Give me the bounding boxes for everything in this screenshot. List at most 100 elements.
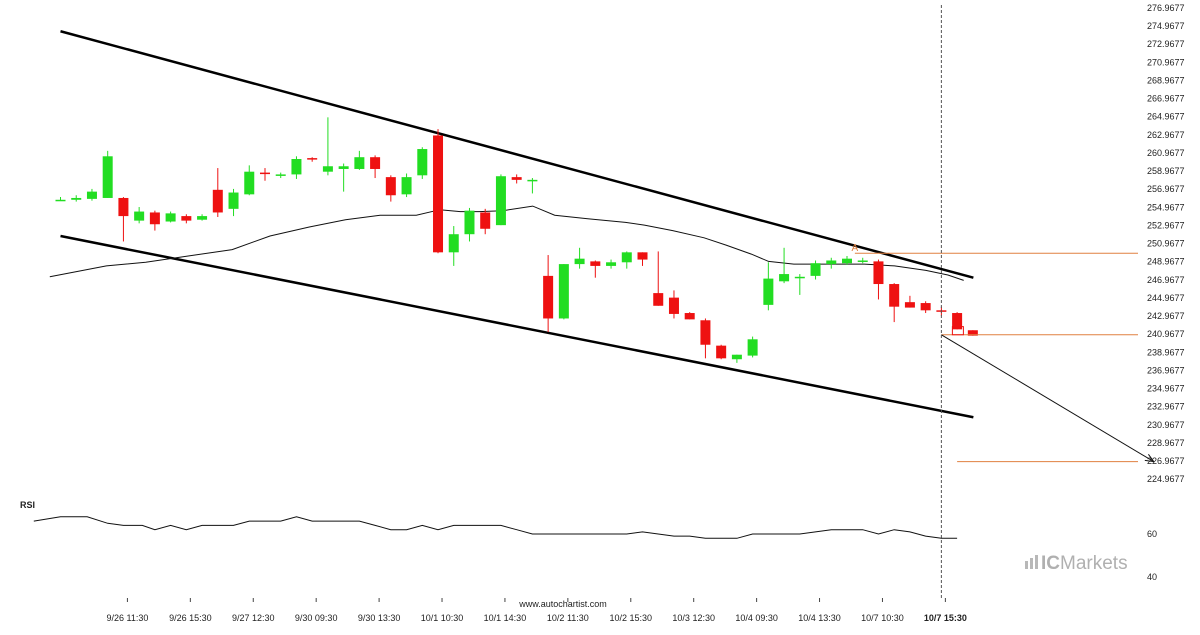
y-tick-label: 264.9677 [1147, 112, 1185, 122]
candle-up [228, 192, 239, 209]
logo-bar-3 [1035, 555, 1038, 569]
candle-up [275, 174, 286, 176]
x-tick-label: 10/3 12:30 [672, 613, 715, 623]
y-tick-label: 256.9677 [1147, 184, 1185, 194]
x-tick-label: 10/4 09:30 [735, 613, 778, 623]
y-tick-label: 266.9677 [1147, 94, 1185, 104]
forecast-box [951, 326, 964, 336]
logo-bar-1 [1025, 561, 1028, 569]
candle-down [181, 216, 192, 221]
candle-up [244, 171, 255, 195]
x-tick-label: 10/7 10:30 [861, 613, 904, 623]
y-tick-label: 272.9677 [1147, 39, 1185, 49]
candle-up [842, 258, 852, 264]
candle-up [731, 354, 742, 360]
candle-down [668, 297, 679, 314]
candle-down [952, 313, 963, 330]
y-tick-label: 244.9677 [1147, 293, 1185, 303]
rsi-tick-label: 40 [1147, 572, 1157, 582]
x-tick-label: 9/26 15:30 [169, 613, 212, 623]
candle-up [401, 177, 412, 195]
candle-down [259, 172, 270, 175]
candle-down [433, 135, 444, 253]
x-tick-label: 9/26 11:30 [106, 613, 148, 623]
x-tick-label: 9/27 12:30 [232, 613, 275, 623]
source-label: www.autochartist.com [518, 599, 607, 609]
candle-up [810, 263, 821, 276]
candle-down [511, 177, 522, 180]
rsi-panel: RSI 60 40 [20, 500, 1157, 582]
candle-down [385, 177, 396, 196]
candle-up [558, 264, 569, 319]
y-tick-label: 242.9677 [1147, 311, 1185, 321]
candle-up [574, 258, 585, 265]
candle-down [684, 313, 695, 320]
channel-upper-line [60, 30, 974, 279]
candle-up [464, 210, 475, 235]
candle-down [212, 189, 223, 213]
candle-down [149, 212, 160, 225]
y-tick-label: 260.9677 [1147, 148, 1185, 158]
candle-up [291, 159, 302, 175]
forecast-arrow [941, 334, 1154, 463]
y-tick-label: 246.9677 [1147, 275, 1185, 285]
x-tick-label: 9/30 13:30 [358, 613, 401, 623]
logo-text-suffix: Markets [1060, 553, 1128, 574]
candle-up [826, 260, 837, 265]
candle-down [653, 293, 664, 306]
y-tick-label: 234.9677 [1147, 384, 1185, 394]
candle-up [495, 176, 506, 226]
y-tick-label: 248.9677 [1147, 257, 1185, 267]
rsi-label: RSI [20, 500, 35, 510]
y-tick-label: 228.9677 [1147, 438, 1185, 448]
candle-down [370, 157, 381, 169]
x-tick-label: 10/2 11:30 [547, 613, 589, 623]
y-tick-label: 238.9677 [1147, 347, 1185, 357]
y-tick-label: 254.9677 [1147, 202, 1185, 212]
candle-up [86, 191, 97, 199]
candle-down [590, 261, 601, 266]
y-tick-label: 270.9677 [1147, 57, 1185, 67]
logo-bar-2 [1030, 558, 1033, 569]
candle-down [480, 212, 491, 229]
x-tick-label: 9/30 09:30 [295, 613, 338, 623]
forecast-arrow-head [1144, 454, 1155, 463]
candle-down [904, 302, 915, 308]
x-tick-label: 10/7 15:30 [924, 613, 967, 623]
y-tick-label: 230.9677 [1147, 420, 1185, 430]
rsi-line [33, 516, 958, 539]
channel-lines [60, 30, 974, 419]
candle-up [322, 166, 333, 172]
x-tick-label: 10/2 15:30 [610, 613, 653, 623]
level-marker-label: A [852, 243, 859, 254]
x-tick-label: 10/4 13:30 [798, 613, 841, 623]
candles [55, 117, 978, 363]
candle-up [606, 262, 617, 266]
candle-up [621, 252, 632, 263]
candle-down [543, 275, 554, 319]
candle-up [794, 276, 805, 279]
y-tick-label: 226.9677 [1147, 456, 1185, 466]
candle-up [338, 166, 349, 169]
candle-down [889, 284, 900, 307]
level-lines: A [852, 5, 1155, 600]
candle-down [637, 252, 648, 260]
candle-up [417, 149, 428, 176]
candle-up [71, 197, 82, 200]
rsi-tick-label: 60 [1147, 529, 1157, 539]
y-tick-label: 274.9677 [1147, 21, 1185, 31]
candle-down [700, 320, 711, 345]
channel-lower-line [60, 234, 974, 419]
x-tick-label: 10/1 14:30 [484, 613, 527, 623]
logo-text: ICMarkets [1041, 553, 1128, 574]
y-axis: 276.9677 274.9677 272.9677 270.9677 268.9677… [1147, 3, 1185, 484]
y-tick-label: 252.9677 [1147, 220, 1185, 230]
candle-up [102, 156, 113, 198]
x-axis: 9/26 11:30 9/26 15:30 9/27 12:30 9/30 09:30… [106, 598, 967, 623]
candle-up [763, 278, 774, 305]
candle-up [55, 199, 66, 202]
candle-up [779, 274, 790, 282]
candle-down [967, 330, 978, 336]
